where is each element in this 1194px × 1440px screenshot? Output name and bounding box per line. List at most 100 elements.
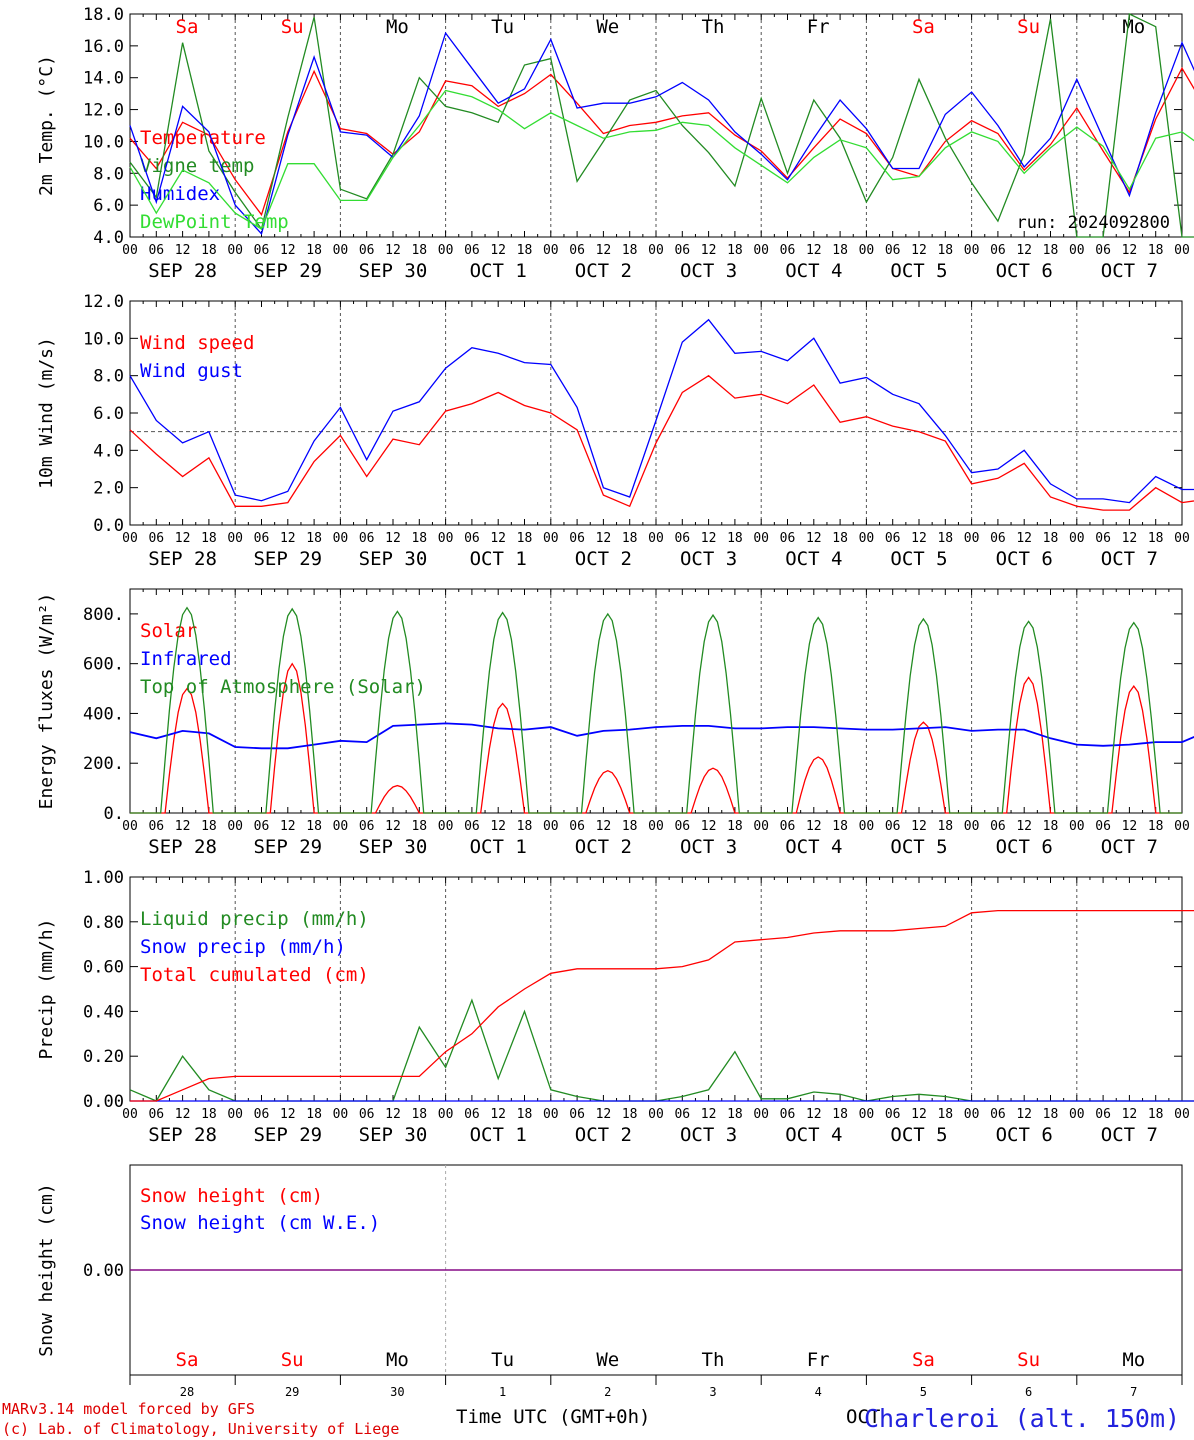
panel-2-hour-label: 18 bbox=[411, 819, 427, 834]
panel-4-weekday-label: Sa bbox=[176, 1349, 199, 1371]
panel-0-legend-2: Humidex bbox=[140, 183, 220, 205]
panel-2-hour-label: 00 bbox=[859, 819, 875, 834]
panel-1-hour-label: 12 bbox=[596, 531, 612, 546]
panel-1-hour-label: 00 bbox=[753, 531, 769, 546]
panel-1-day-label: OCT 2 bbox=[575, 548, 632, 570]
panel-1-hour-label: 18 bbox=[832, 531, 848, 546]
panel-1-hour-label: 00 bbox=[227, 531, 243, 546]
panel-3-hour-label: 12 bbox=[280, 1107, 296, 1122]
panel-0-series-temperature bbox=[129, 66, 1194, 217]
panel-2-hour-label: 06 bbox=[569, 819, 585, 834]
panel-0-hour-label: 18 bbox=[411, 243, 427, 258]
panel-0-run-annotation: run: 2024092800 bbox=[1016, 213, 1170, 233]
panel-0-hour-label: 06 bbox=[569, 243, 585, 258]
panel-2-ylabel: Energy fluxes (W/m²) bbox=[36, 593, 57, 810]
panel-0-day-label: SEP 29 bbox=[253, 260, 322, 282]
panel-0-series-humidex bbox=[129, 31, 1194, 236]
panel-3-hour-label: 12 bbox=[806, 1107, 822, 1122]
panel-1-hour-label: 06 bbox=[569, 531, 585, 546]
panel-0-hour-label: 12 bbox=[1122, 243, 1138, 258]
panel-4-weekday-label: We bbox=[596, 1349, 619, 1371]
panel-0-hour-label: 12 bbox=[280, 243, 296, 258]
panel-3-day-label: SEP 30 bbox=[359, 1124, 428, 1146]
panel-2-day-label: SEP 30 bbox=[359, 836, 428, 858]
panel-3-day-label: OCT 3 bbox=[680, 1124, 737, 1146]
panel-0-frame bbox=[129, 13, 1183, 238]
panel-3-hour-label: 12 bbox=[701, 1107, 717, 1122]
panel-0-hour-label: 06 bbox=[885, 243, 901, 258]
panel-1-hour-label: 12 bbox=[385, 531, 401, 546]
panel-0-hour-label: 06 bbox=[359, 243, 375, 258]
panel-3-day-label: OCT 4 bbox=[785, 1124, 842, 1146]
panel-0-day-label: OCT 2 bbox=[575, 260, 632, 282]
panel-1-hour-label: 00 bbox=[648, 531, 664, 546]
panel-4-day-number: 1 bbox=[499, 1385, 506, 1399]
panel-4-day-number: 2 bbox=[604, 1385, 611, 1399]
panel-2-hour-label: 06 bbox=[1095, 819, 1111, 834]
panel-1-ytick-label: 2.0 bbox=[93, 479, 124, 499]
panel-0-day-label: OCT 5 bbox=[890, 260, 947, 282]
panel-4-weekday-label: Th bbox=[702, 1349, 725, 1371]
panel-3-hour-label: 18 bbox=[201, 1107, 217, 1122]
panel-1-series-wind-speed bbox=[129, 374, 1194, 511]
panel-2-hour-label: 18 bbox=[1148, 819, 1164, 834]
panel-1-hour-label: 06 bbox=[464, 531, 480, 546]
panel-3-hour-label: 06 bbox=[359, 1107, 375, 1122]
panel-4-legend-0: Snow height (cm) bbox=[140, 1185, 323, 1207]
panel-1-day-label: SEP 29 bbox=[253, 548, 322, 570]
lab-credit: (c) Lab. of Climatology, University of L… bbox=[2, 1420, 400, 1438]
panel-0-hour-label: 06 bbox=[464, 243, 480, 258]
panel-2-hour-label: 06 bbox=[885, 819, 901, 834]
panel-2-day-label: OCT 2 bbox=[575, 836, 632, 858]
panel-3-ytick-label: 0.20 bbox=[83, 1047, 124, 1067]
panel-2-day-label: OCT 6 bbox=[996, 836, 1053, 858]
panel-0-day-label: SEP 30 bbox=[359, 260, 428, 282]
panel-0-hour-label: 12 bbox=[175, 243, 191, 258]
panel-0-hour-label: 18 bbox=[832, 243, 848, 258]
panel-3-hour-label: 00 bbox=[648, 1107, 664, 1122]
panel-1-hour-label: 12 bbox=[701, 531, 717, 546]
panel-2-hour-label: 12 bbox=[911, 819, 927, 834]
panel-3-hour-label: 00 bbox=[333, 1107, 349, 1122]
panel-0-ylabel: 2m Temp. (°C) bbox=[36, 55, 57, 196]
panel-1-hour-label: 06 bbox=[148, 531, 164, 546]
panel-3-legend-1: Snow precip (mm/h) bbox=[140, 936, 346, 958]
panel-3-hour-label: 00 bbox=[122, 1107, 138, 1122]
panel-2-day-label: SEP 28 bbox=[148, 836, 217, 858]
panel-3-series-total-cumulated-cm- bbox=[130, 909, 1194, 1102]
panel-1-day-label: OCT 7 bbox=[1101, 548, 1158, 570]
panel-0-hour-label: 00 bbox=[122, 243, 138, 258]
panel-0-hour-label: 00 bbox=[543, 243, 559, 258]
panel-1-day-label: OCT 5 bbox=[890, 548, 947, 570]
panel-2-frame bbox=[129, 588, 1183, 814]
panel-0-legend-0: Temperature bbox=[140, 127, 266, 149]
panel-1-hour-label: 18 bbox=[1148, 531, 1164, 546]
panel-0-ytick-label: 4.0 bbox=[93, 228, 124, 248]
panel-0-hour-label: 12 bbox=[701, 243, 717, 258]
panel-0-day-label: OCT 4 bbox=[785, 260, 842, 282]
panel-2-day-label: OCT 1 bbox=[470, 836, 527, 858]
panel-3-day-label: OCT 6 bbox=[996, 1124, 1053, 1146]
panel-0-legend-3: DewPoint Temp bbox=[140, 211, 289, 233]
panel-0-hour-label: 18 bbox=[937, 243, 953, 258]
panel-4-weekday-label: Sa bbox=[912, 1349, 935, 1371]
panel-2-hour-label: 12 bbox=[385, 819, 401, 834]
panel-2-hour-label: 12 bbox=[490, 819, 506, 834]
panel-0-hour-label: 18 bbox=[727, 243, 743, 258]
panel-3-hour-label: 12 bbox=[1016, 1107, 1032, 1122]
panel-2-hour-label: 06 bbox=[148, 819, 164, 834]
panel-0-hour-label: 18 bbox=[1043, 243, 1059, 258]
panel-0-hour-label: 06 bbox=[990, 243, 1006, 258]
panel-1-hour-label: 00 bbox=[1174, 531, 1190, 546]
panel-0-hour-label: 12 bbox=[490, 243, 506, 258]
panel-0-day-label: OCT 3 bbox=[680, 260, 737, 282]
panel-1-hour-label: 06 bbox=[780, 531, 796, 546]
panel-3-ytick-label: 0.60 bbox=[83, 958, 124, 978]
panel-2-day-label: OCT 4 bbox=[785, 836, 842, 858]
panel-0-series-dewpoint-temp bbox=[129, 89, 1194, 230]
panel-2-hour-label: 12 bbox=[701, 819, 717, 834]
panel-2-legend-0: Solar bbox=[140, 620, 197, 642]
panel-4-day-number: 5 bbox=[920, 1385, 927, 1399]
panel-1-day-label: SEP 28 bbox=[148, 548, 217, 570]
